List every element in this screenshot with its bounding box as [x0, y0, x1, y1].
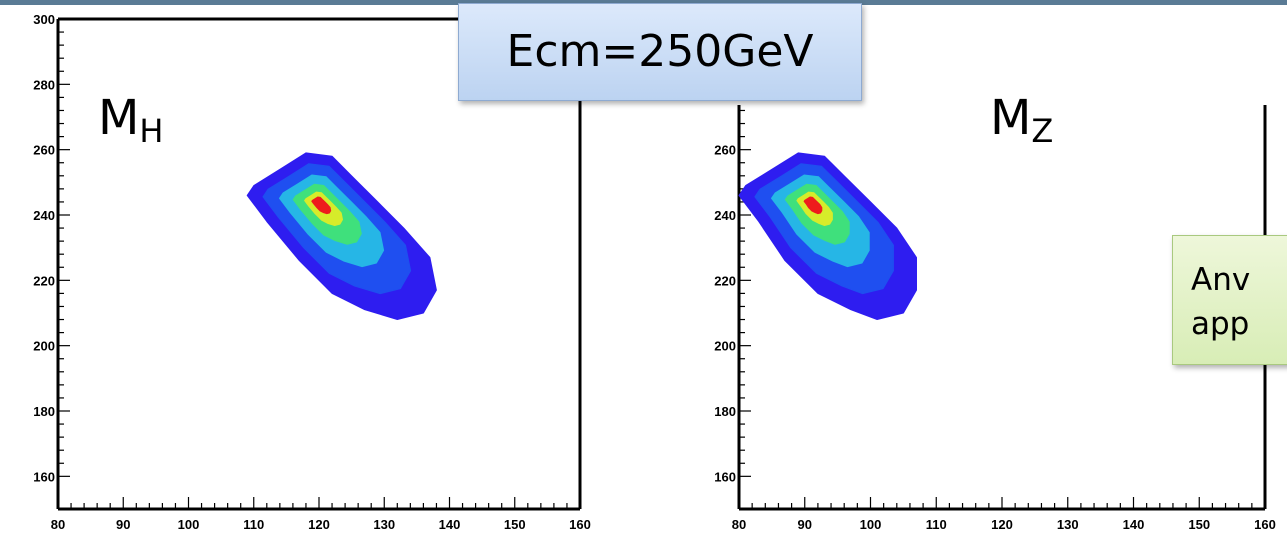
- x-tick-label: 140: [1123, 517, 1145, 532]
- x-tick-label: 130: [1057, 517, 1079, 532]
- y-tick-label: 160: [714, 469, 736, 484]
- y-tick-label: 260: [33, 143, 55, 158]
- y-tick-label: 280: [33, 77, 55, 92]
- x-tick-label: 160: [1254, 517, 1276, 532]
- x-tick-label: 120: [991, 517, 1013, 532]
- panel-label-mh: MH: [98, 90, 163, 150]
- panel-label-mz: MZ: [990, 90, 1053, 150]
- y-tick-label: 220: [33, 273, 55, 288]
- x-tick-label: 120: [308, 517, 330, 532]
- x-tick-label: 140: [439, 517, 461, 532]
- x-tick-label: 110: [926, 517, 947, 532]
- x-tick-label: 160: [569, 517, 591, 532]
- x-tick-label: 80: [51, 517, 65, 532]
- x-tick-label: 100: [178, 517, 200, 532]
- x-tick-label: 100: [860, 517, 882, 532]
- heatmap-panel-mh: 80 90 100 110 120 130 140 150 160 160 180 200 220 240…: [33, 12, 591, 532]
- y-tick-label: 300: [33, 12, 55, 27]
- panel-label-mz-main: M: [990, 90, 1032, 146]
- x-tick-label: 130: [373, 517, 395, 532]
- x-tick-label: 110: [243, 517, 264, 532]
- y-tick-label: 240: [33, 208, 55, 223]
- y-tick-label: 180: [33, 404, 55, 419]
- ecm-callout: Ecm=250GeV: [458, 3, 862, 101]
- x-tick-label: 150: [1188, 517, 1210, 532]
- x-tick-label: 150: [504, 517, 526, 532]
- annotation-line-1: Anv: [1191, 262, 1251, 298]
- annotation-line-2: app: [1191, 306, 1250, 342]
- y-tick-label: 160: [33, 469, 55, 484]
- annotation-callout: Anv app: [1172, 235, 1287, 365]
- x-tick-label: 90: [798, 517, 812, 532]
- y-tick-label: 200: [33, 339, 55, 354]
- density-peak: [311, 196, 332, 215]
- x-tick-label: 80: [732, 517, 746, 532]
- heatmap-panel-mz: 80 90 100 110 120 130 140 150 160 160 180 200 220 240…: [714, 105, 1276, 532]
- y-tick-label: 240: [714, 208, 736, 223]
- y-tick-label: 220: [714, 273, 736, 288]
- y-tick-label: 260: [714, 143, 736, 158]
- slide-top-bar: [0, 0, 1287, 5]
- panel-label-mh-main: M: [98, 90, 140, 146]
- panel-label-mz-sub: Z: [1031, 112, 1054, 150]
- x-tick-label: 90: [116, 517, 130, 532]
- density-peak: [803, 196, 823, 215]
- y-tick-label: 200: [714, 339, 736, 354]
- y-tick-label: 180: [714, 404, 736, 419]
- panel-label-mh-sub: H: [139, 112, 164, 150]
